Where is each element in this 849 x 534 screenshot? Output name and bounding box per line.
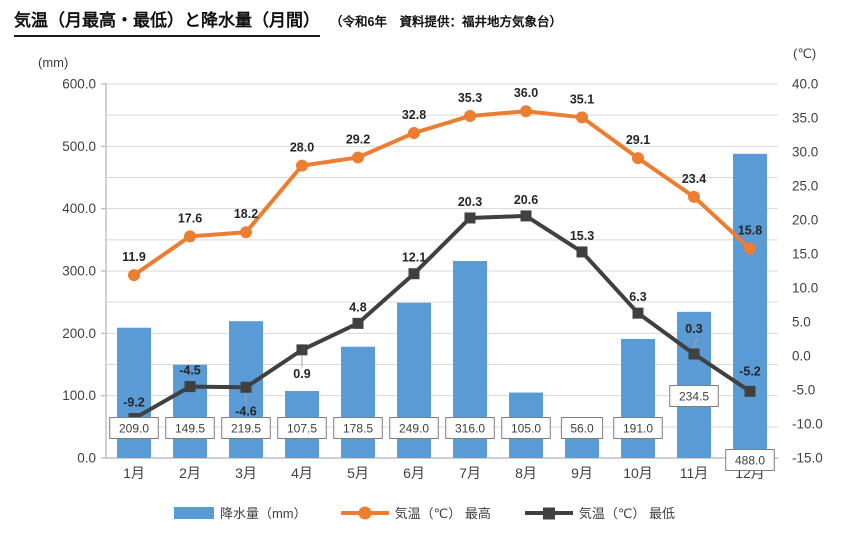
category-labels: 1月 2月 3月 4月 5月 6月 7月 8月 9月 10月 11月 12月: [123, 465, 765, 481]
legend-item-min-temp: 気温（℃） 最低: [524, 503, 676, 522]
svg-text:200.0: 200.0: [62, 326, 96, 341]
svg-text:25.0: 25.0: [792, 179, 818, 194]
svg-text:316.0: 316.0: [455, 422, 485, 436]
svg-text:20.3: 20.3: [458, 195, 482, 209]
right-axis-tick-labels: -15.0 -10.0 -5.0 0.0 5.0 10.0 15.0 20.0 25.0 30.0…: [792, 77, 823, 466]
line-square-swatch-icon: [524, 507, 573, 519]
temperature-data-labels: 11.9 17.6 18.2 28.0 29.2 32.8 35.3 36.0 35.1 29.1…: [122, 86, 762, 418]
svg-text:5月: 5月: [347, 465, 369, 481]
svg-text:-15.0: -15.0: [792, 451, 823, 466]
label-leader-lines: [245, 337, 698, 405]
svg-text:0.9: 0.9: [293, 367, 310, 381]
legend-item-precipitation: 降水量（mm）: [173, 503, 307, 522]
svg-text:-9.2: -9.2: [123, 396, 145, 410]
svg-text:-5.2: -5.2: [739, 364, 761, 378]
svg-text:10.0: 10.0: [792, 281, 818, 296]
svg-text:23.4: 23.4: [682, 172, 706, 186]
svg-text:35.1: 35.1: [570, 92, 594, 106]
svg-text:29.1: 29.1: [626, 133, 650, 147]
svg-text:100.0: 100.0: [62, 388, 96, 403]
svg-text:9月: 9月: [571, 465, 593, 481]
svg-text:219.5: 219.5: [231, 422, 261, 436]
svg-text:500.0: 500.0: [62, 139, 96, 154]
legend-item-max-temp: 気温（℃） 最高: [340, 503, 491, 522]
svg-text:4月: 4月: [291, 465, 313, 481]
left-axis-tick-labels: 0.0 100.0 200.0 300.0 400.0 500.0 600.0: [62, 77, 96, 466]
svg-text:28.0: 28.0: [290, 141, 314, 155]
svg-text:488.0: 488.0: [735, 454, 765, 468]
svg-text:20.0: 20.0: [792, 213, 818, 228]
svg-text:209.0: 209.0: [119, 422, 149, 436]
svg-text:6月: 6月: [403, 465, 425, 481]
svg-text:-5.0: -5.0: [792, 383, 815, 398]
svg-text:-4.5: -4.5: [179, 364, 201, 378]
svg-text:107.5: 107.5: [287, 422, 317, 436]
svg-text:18.2: 18.2: [234, 207, 258, 221]
svg-text:4.8: 4.8: [349, 300, 366, 314]
precipitation-data-labels: 209.0 149.5 219.5 107.5 178.5 249.0 316.0 105.0…: [109, 385, 775, 471]
svg-text:10月: 10月: [623, 465, 653, 481]
svg-text:15.0: 15.0: [792, 247, 818, 262]
svg-text:600.0: 600.0: [62, 77, 96, 92]
svg-text:32.8: 32.8: [402, 108, 426, 122]
legend-label-max-temp: 気温（℃） 最高: [394, 506, 491, 521]
svg-text:12.1: 12.1: [402, 251, 426, 265]
svg-text:11月: 11月: [680, 465, 709, 481]
svg-text:0.0: 0.0: [792, 349, 811, 364]
svg-text:105.0: 105.0: [511, 422, 541, 436]
svg-text:35.3: 35.3: [458, 91, 482, 105]
svg-text:0.0: 0.0: [77, 451, 96, 466]
axes: [101, 83, 778, 459]
svg-text:40.0: 40.0: [792, 77, 818, 92]
svg-text:15.8: 15.8: [738, 224, 762, 238]
svg-text:2月: 2月: [179, 465, 201, 481]
svg-text:149.5: 149.5: [175, 422, 205, 436]
bar-swatch-icon: [173, 506, 214, 519]
left-axis-unit-label: (mm): [38, 55, 69, 70]
svg-text:3月: 3月: [235, 465, 257, 481]
legend-label-min-temp: 気温（℃） 最低: [578, 506, 676, 521]
svg-text:7月: 7月: [459, 465, 481, 481]
svg-text:6.3: 6.3: [629, 290, 646, 304]
chart-header: 気温（月最高・最低）と降水量（月間） （令和6年 資料提供：福井地方気象台）: [14, 6, 562, 37]
line-circle-swatch-icon: [340, 506, 389, 519]
chart-subtitle: （令和6年 資料提供：福井地方気象台）: [330, 15, 562, 29]
svg-text:234.5: 234.5: [679, 390, 709, 404]
svg-text:29.2: 29.2: [346, 132, 370, 146]
svg-text:249.0: 249.0: [399, 422, 429, 436]
svg-text:0.3: 0.3: [685, 322, 702, 336]
chart-title: 気温（月最高・最低）と降水量（月間）: [14, 6, 320, 37]
svg-text:191.0: 191.0: [623, 422, 653, 436]
svg-text:8月: 8月: [515, 465, 537, 481]
svg-text:35.0: 35.0: [792, 111, 818, 126]
svg-text:300.0: 300.0: [62, 264, 96, 279]
svg-text:5.0: 5.0: [792, 315, 811, 330]
max-temp-line: [128, 105, 756, 282]
svg-text:56.0: 56.0: [570, 422, 594, 436]
svg-text:15.3: 15.3: [570, 229, 594, 243]
svg-text:20.6: 20.6: [514, 193, 538, 207]
svg-text:17.6: 17.6: [178, 211, 202, 225]
svg-text:36.0: 36.0: [514, 86, 538, 100]
svg-text:11.9: 11.9: [122, 250, 146, 264]
svg-text:178.5: 178.5: [343, 422, 373, 436]
svg-text:-4.6: -4.6: [235, 404, 257, 418]
svg-text:1月: 1月: [123, 465, 145, 481]
chart-legend: 降水量（mm） 気温（℃） 最高 気温（℃） 最低: [0, 503, 849, 522]
svg-text:400.0: 400.0: [62, 201, 96, 216]
min-temp-line: [128, 210, 756, 425]
right-axis-unit-label: (℃): [793, 46, 817, 61]
precipitation-bars: [117, 153, 767, 458]
svg-text:-10.0: -10.0: [792, 417, 823, 432]
svg-text:30.0: 30.0: [792, 145, 818, 160]
legend-label-precipitation: 降水量（mm）: [219, 506, 307, 521]
